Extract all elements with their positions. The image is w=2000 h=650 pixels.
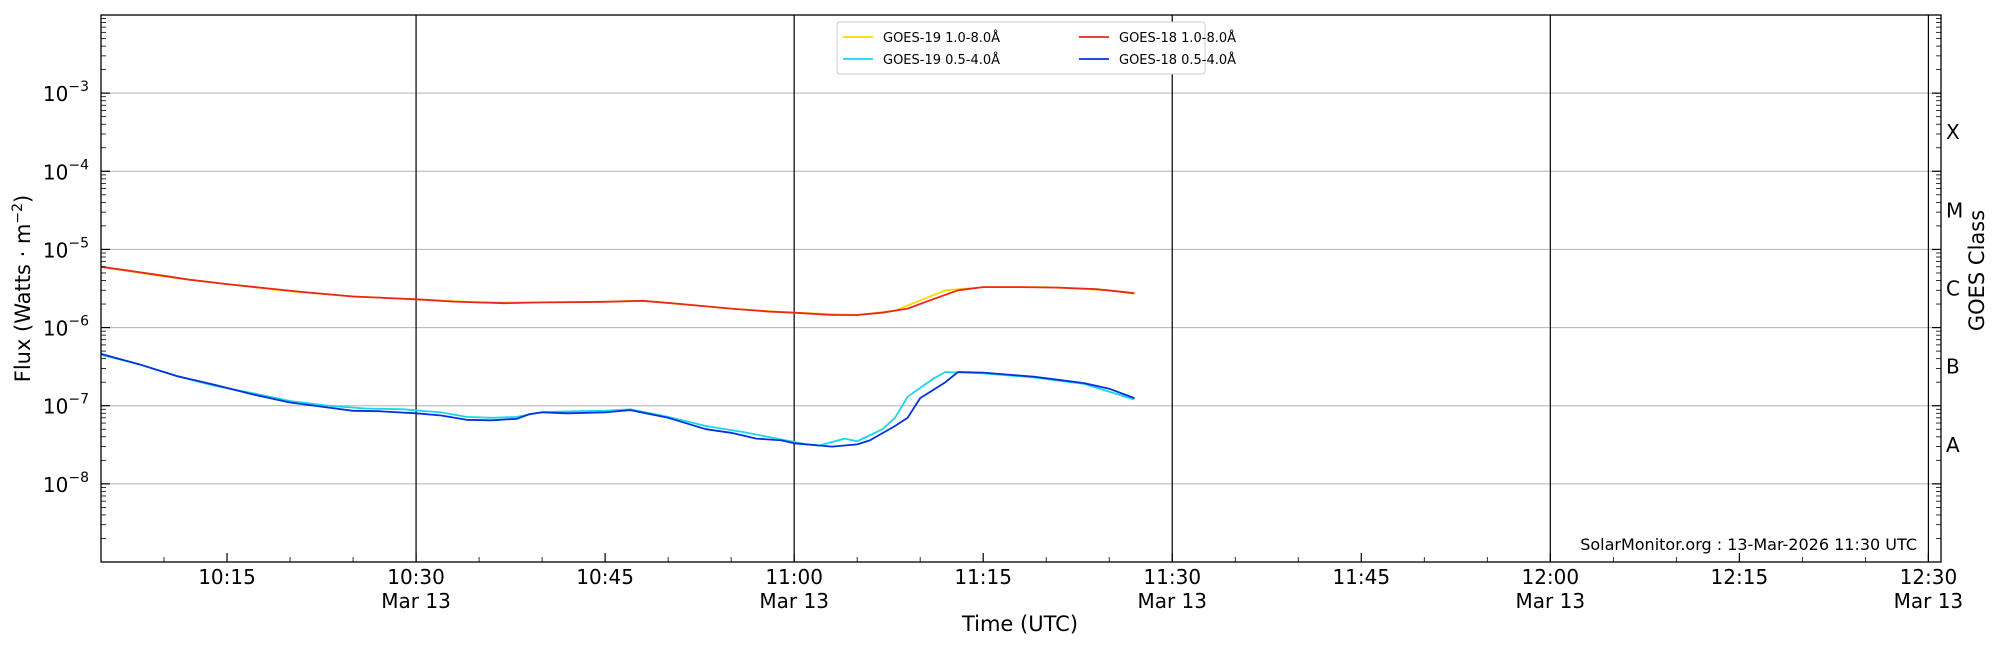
legend-label-goes-18-1-0-8-0: GOES-18 1.0-8.0Å [1119,30,1236,46]
series-line-goes-18-0-5-4-0 [100,353,1135,448]
x-tick-date-label: Mar 13 [381,589,451,613]
y-axis-title: Flux (Watts · m−2) [10,195,35,383]
y-tick-labels: 10−8 10−7 10−6 10−5 10−4 10−3 [43,79,89,497]
goes-class-X: X [1946,120,1960,144]
vertical-lines-layer [415,15,1929,562]
solarmonitor-annotation: SolarMonitor.org : 13-Mar-2026 11:30 UTC [1580,535,1917,554]
y-tick-label: 10−4 [43,157,89,184]
x-tick-label: 12:00 [1521,565,1579,589]
x-tick-label: 12:15 [1711,565,1769,589]
x-tick-date-label: Mar 13 [1516,589,1586,613]
goes-class-A: A [1946,433,1960,457]
x-tick-label: 11:30 [1143,565,1201,589]
legend-label-goes-19-0-5-4-0: GOES-19 0.5-4.0Å [883,52,1000,68]
y-tick-label: 10−3 [43,79,89,106]
x-tick-date-label: Mar 13 [759,589,829,613]
series-line-goes-18-1-0-8-0 [100,265,1135,316]
goes-class-B: B [1946,355,1960,379]
goes-class-M: M [1946,198,1963,222]
legend-box [836,21,1206,75]
goes-class-C: C [1946,277,1960,301]
x-tick-label: 11:15 [954,565,1012,589]
x-axis-title: Time (UTC) [961,612,1078,636]
legend: GOES-19 1.0-8.0Å GOES-19 0.5-4.0Å GOES-18 … [836,21,1236,75]
y-tick-label: 10−8 [43,470,89,497]
x-tick-label: 10:45 [576,565,634,589]
series-line-goes-19-1-0-8-0 [100,265,1135,316]
y-tick-label: 10−7 [43,392,89,419]
x-tick-label: 12:30 [1900,565,1958,589]
plot-frame [100,14,1942,563]
goes-class-labels: A B C M X [1946,120,1963,457]
y-tick-label: 10−5 [43,235,89,262]
x-tick-label: 10:15 [198,565,256,589]
legend-label-goes-18-0-5-4-0: GOES-18 0.5-4.0Å [1119,52,1236,68]
x-tick-label: 11:45 [1332,565,1390,589]
x-tick-label: 10:30 [387,565,445,589]
series-line-goes-19-0-5-4-0 [100,353,1135,447]
legend-label-goes-19-1-0-8-0: GOES-19 1.0-8.0Å [883,30,1000,46]
x-tick-label: 11:00 [765,565,823,589]
x-tick-date-label: Mar 13 [1894,589,1964,613]
goes-class-axis-title: GOES Class [1965,210,1989,331]
x-tick-date-label: Mar 13 [1137,589,1207,613]
series-layer [100,265,1135,448]
y-tick-label: 10−6 [43,314,89,341]
tick-layer [100,18,1941,562]
grid-layer [101,92,1941,485]
